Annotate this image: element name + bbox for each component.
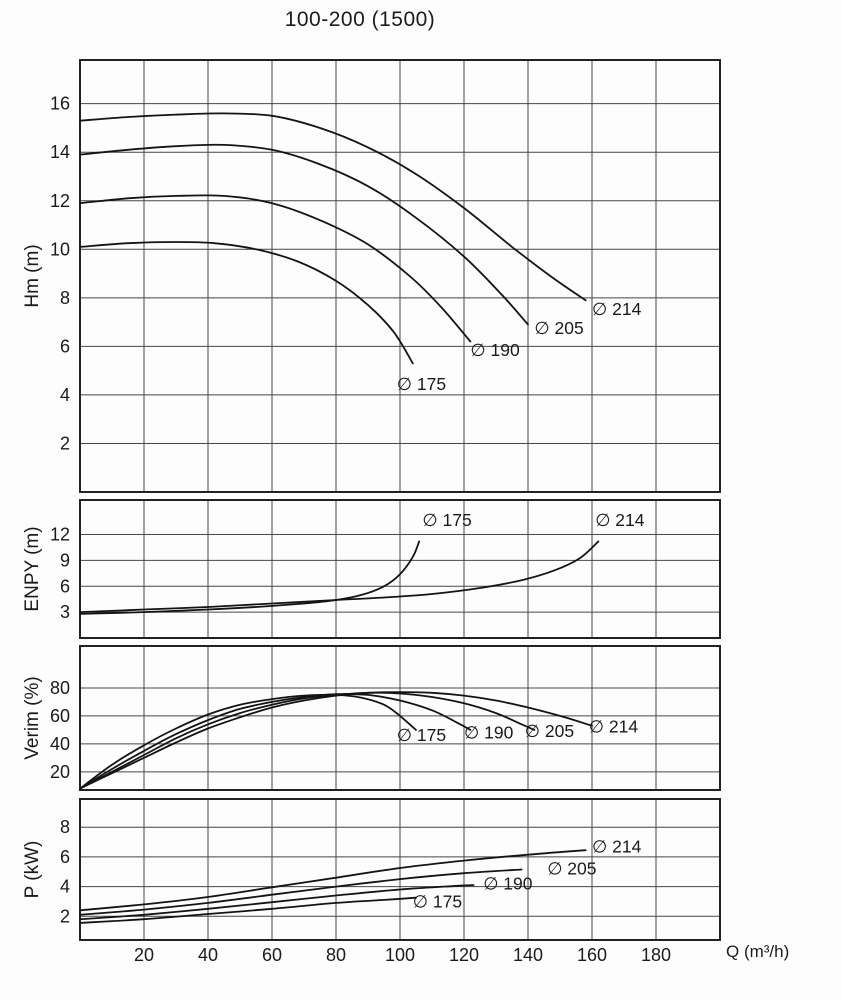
y-tick-label: 2 (60, 433, 70, 453)
series-label: ∅ 175 (397, 374, 446, 394)
series-curve (79, 691, 593, 790)
chart-title: 100-200 (1500) (284, 8, 436, 31)
series-label: ∅ 190 (464, 722, 514, 742)
series-curve (79, 143, 529, 326)
series-curve (79, 241, 414, 365)
series-label: ∅ 214 (592, 299, 642, 319)
x-tick-label: 20 (134, 945, 154, 965)
panel-border (79, 59, 721, 493)
y-tick-label: 6 (60, 336, 70, 356)
x-tick-label: 180 (641, 945, 671, 965)
x-tick-label: 100 (385, 945, 415, 965)
y-tick-label: 4 (60, 877, 70, 897)
series-curve (79, 112, 587, 302)
y-tick-label: 12 (50, 525, 70, 545)
series-label: ∅ 214 (589, 717, 639, 737)
series-curve (79, 540, 421, 615)
y-tick-label: 6 (60, 847, 70, 867)
y-tick-label: 3 (60, 602, 70, 622)
x-tick-label: 80 (326, 945, 346, 965)
panel-border (79, 798, 721, 941)
y-tick-label: 60 (50, 706, 70, 726)
series-label: ∅ 214 (595, 510, 645, 530)
series-label: ∅ 175 (413, 891, 462, 911)
panel-border (79, 645, 721, 791)
x-axis-label: Q (m³/h) (726, 942, 790, 961)
y-axis-label: ENPY (m) (22, 526, 43, 611)
series-label: ∅ 205 (534, 318, 583, 338)
series-curve (79, 540, 600, 614)
y-tick-label: 8 (60, 817, 70, 837)
series-label: ∅ 190 (483, 874, 533, 894)
x-tick-label: 60 (262, 945, 282, 965)
series-curve (79, 693, 417, 790)
series-label: ∅ 214 (592, 836, 642, 856)
y-tick-label: 2 (60, 906, 70, 926)
x-tick-label: 40 (198, 945, 218, 965)
y-tick-label: 14 (50, 142, 70, 162)
series-label: ∅ 190 (470, 340, 520, 360)
series-curve (79, 868, 523, 916)
y-tick-label: 8 (60, 288, 70, 308)
y-axis-label: P (kW) (22, 841, 43, 899)
x-tick-label: 160 (577, 945, 607, 965)
series-curve (79, 884, 475, 921)
series-label: ∅ 175 (397, 725, 446, 745)
y-tick-label: 4 (60, 385, 70, 405)
series-curve (79, 194, 472, 343)
x-tick-label: 140 (513, 945, 543, 965)
series-label: ∅ 175 (422, 510, 471, 530)
y-tick-label: 6 (60, 576, 70, 596)
y-tick-label: 40 (50, 734, 70, 754)
y-tick-label: 80 (50, 678, 70, 698)
panel-border (79, 499, 721, 639)
series-label: ∅ 205 (525, 721, 574, 741)
series-curve (79, 691, 536, 790)
y-axis-label: Verim (%) (22, 676, 43, 759)
y-tick-label: 10 (50, 239, 70, 259)
series-label: ∅ 205 (547, 859, 596, 879)
y-tick-label: 9 (60, 550, 70, 570)
series-curve (79, 693, 472, 790)
y-tick-label: 20 (50, 762, 70, 782)
series-curve (79, 896, 417, 924)
y-axis-label: Hm (m) (22, 244, 43, 307)
series-curve (79, 849, 587, 912)
y-tick-label: 16 (50, 94, 70, 114)
y-tick-label: 12 (50, 191, 70, 211)
x-tick-label: 120 (449, 945, 479, 965)
